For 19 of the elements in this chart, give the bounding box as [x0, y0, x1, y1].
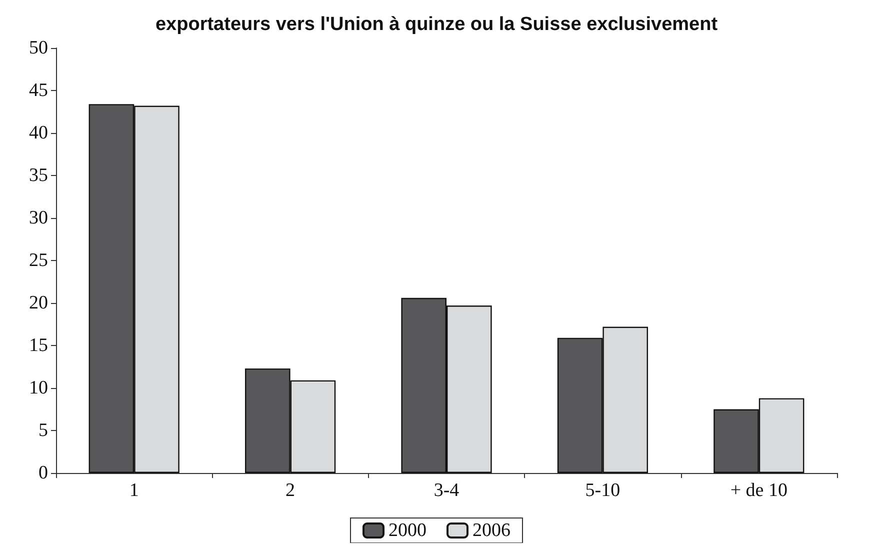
y-tick-label: 35	[29, 165, 48, 186]
x-tick-label: + de 10	[730, 480, 788, 501]
y-tick-label: 40	[29, 122, 48, 144]
y-tick-label: 20	[29, 292, 48, 314]
y-tick-label: 0	[38, 462, 48, 484]
x-tick-label: 5-10	[585, 480, 620, 501]
chart-title: exportateurs vers l'Union à quinze ou la Suisse exclusivement	[155, 14, 718, 35]
x-tick-label: 2	[286, 480, 296, 501]
y-tick-label: 45	[29, 80, 48, 101]
legend-label: 2006	[472, 520, 510, 541]
x-tick-label: 1	[129, 480, 139, 501]
y-tick-label: 25	[29, 250, 48, 271]
y-tick-label: 30	[29, 208, 48, 228]
legend-label: 2000	[388, 520, 426, 541]
y-tick-label: 50	[29, 38, 48, 58]
x-tick-label: 3-4	[434, 480, 460, 501]
y-tick-label: 10	[29, 378, 48, 398]
y-tick-label: 5	[38, 420, 48, 441]
y-tick-label: 15	[29, 335, 48, 356]
